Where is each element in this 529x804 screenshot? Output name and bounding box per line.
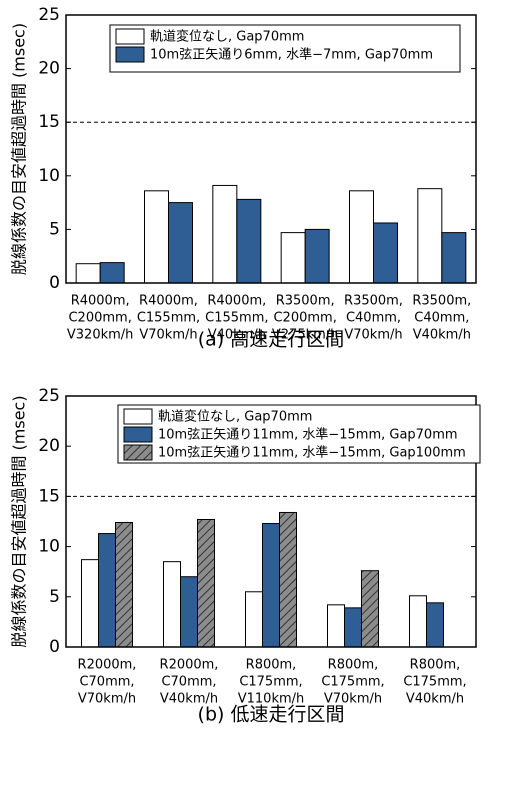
bar <box>262 523 280 648</box>
plot-frame <box>65 395 477 648</box>
legend-box <box>109 24 461 73</box>
x-tick-label: C155mm, <box>205 311 268 326</box>
x-tick-label: R4000m, <box>139 294 198 309</box>
x-tick-label: R2000m, <box>160 658 219 673</box>
x-tick-label: V275km/h <box>272 328 339 343</box>
bar <box>349 190 374 284</box>
x-tick-label: V40km/h <box>406 692 464 707</box>
x-tick-label: R4000m, <box>71 294 130 309</box>
bar <box>212 184 238 284</box>
bar <box>81 559 99 648</box>
legend-label: 軌道変位なし, Gap70mm <box>150 29 304 45</box>
x-tick-label: V70km/h <box>78 692 136 707</box>
legend-swatch <box>123 426 153 443</box>
bar <box>180 576 198 648</box>
y-axis-label: 脱線係数の目安値超過時間 (msec) <box>10 23 29 275</box>
x-tick-label: C40mm, <box>414 311 469 326</box>
x-tick-label: C155mm, <box>137 311 200 326</box>
bar <box>304 228 330 284</box>
y-tick-label: 0 <box>49 637 60 657</box>
legend-label: 軌道変位なし, Gap70mm <box>158 409 312 425</box>
x-tick-label: V70km/h <box>324 692 382 707</box>
bar <box>168 202 193 284</box>
bar <box>280 232 306 284</box>
bar <box>344 607 362 648</box>
bar <box>245 591 263 648</box>
x-tick-label: R3500m, <box>276 294 335 309</box>
legend-swatch <box>123 408 153 425</box>
bar <box>279 511 297 648</box>
x-tick-label: C175mm, <box>403 675 466 690</box>
x-tick-label: V40km/h <box>160 692 218 707</box>
legend-label: 10m弦正矢通り11mm, 水準−15mm, Gap70mm <box>158 427 458 443</box>
x-tick-label: C70mm, <box>79 675 134 690</box>
bar <box>115 522 133 648</box>
y-tick-label: 10 <box>38 537 60 557</box>
bar <box>98 533 116 648</box>
y-tick-label: 15 <box>38 486 60 506</box>
legend-swatch <box>115 28 145 45</box>
x-tick-label: V70km/h <box>139 328 197 343</box>
bar <box>197 518 215 648</box>
y-tick-label: 20 <box>38 436 60 456</box>
bar <box>361 570 379 648</box>
y-axis-label: 脱線係数の目安値超過時間 (msec) <box>10 395 29 647</box>
x-tick-label: R800m, <box>410 658 461 673</box>
x-tick-label: R800m, <box>246 658 297 673</box>
legend-swatch <box>115 46 145 63</box>
bar <box>417 188 443 284</box>
x-tick-label: C200mm, <box>68 311 131 326</box>
legend-label: 10m弦正矢通り6mm, 水準−7mm, Gap70mm <box>150 47 433 63</box>
bar <box>327 604 345 648</box>
bar <box>236 198 262 284</box>
caption: (b) 低速走行区間 <box>198 704 345 726</box>
bar <box>426 602 444 648</box>
x-tick-label: R3500m, <box>412 294 471 309</box>
bar <box>75 263 101 284</box>
y-tick-label: 5 <box>49 219 60 239</box>
x-tick-label: R800m, <box>328 658 379 673</box>
x-tick-label: C70mm, <box>161 675 216 690</box>
x-tick-label: V110km/h <box>238 692 305 707</box>
bar <box>373 222 398 284</box>
bar <box>144 190 169 284</box>
y-tick-label: 25 <box>38 5 60 25</box>
x-tick-label: R3500m, <box>344 294 403 309</box>
legend-swatch <box>123 444 153 461</box>
legend-label: 10m弦正矢通り11mm, 水準−15mm, Gap100mm <box>158 445 466 461</box>
x-tick-label: V320km/h <box>67 328 134 343</box>
bar <box>409 595 427 648</box>
x-tick-label: R2000m, <box>78 658 137 673</box>
caption: (a) 高速走行区間 <box>198 329 345 351</box>
legend-box <box>117 404 481 464</box>
bar <box>99 262 125 284</box>
bar <box>441 232 467 284</box>
bar <box>163 561 181 648</box>
x-tick-label: V70km/h <box>344 328 402 343</box>
x-tick-label: V40km/h <box>208 328 266 343</box>
x-tick-label: R4000m, <box>207 294 266 309</box>
x-tick-label: V40km/h <box>413 328 471 343</box>
y-tick-label: 0 <box>49 273 60 293</box>
y-tick-label: 15 <box>38 112 60 132</box>
y-tick-label: 10 <box>38 166 60 186</box>
x-tick-label: C175mm, <box>321 675 384 690</box>
x-tick-label: C40mm, <box>346 311 401 326</box>
y-tick-label: 25 <box>38 386 60 406</box>
x-tick-label: C200mm, <box>273 311 336 326</box>
y-tick-label: 20 <box>38 59 60 79</box>
y-tick-label: 5 <box>49 587 60 607</box>
plot-frame <box>65 14 477 284</box>
x-tick-label: C175mm, <box>239 675 302 690</box>
